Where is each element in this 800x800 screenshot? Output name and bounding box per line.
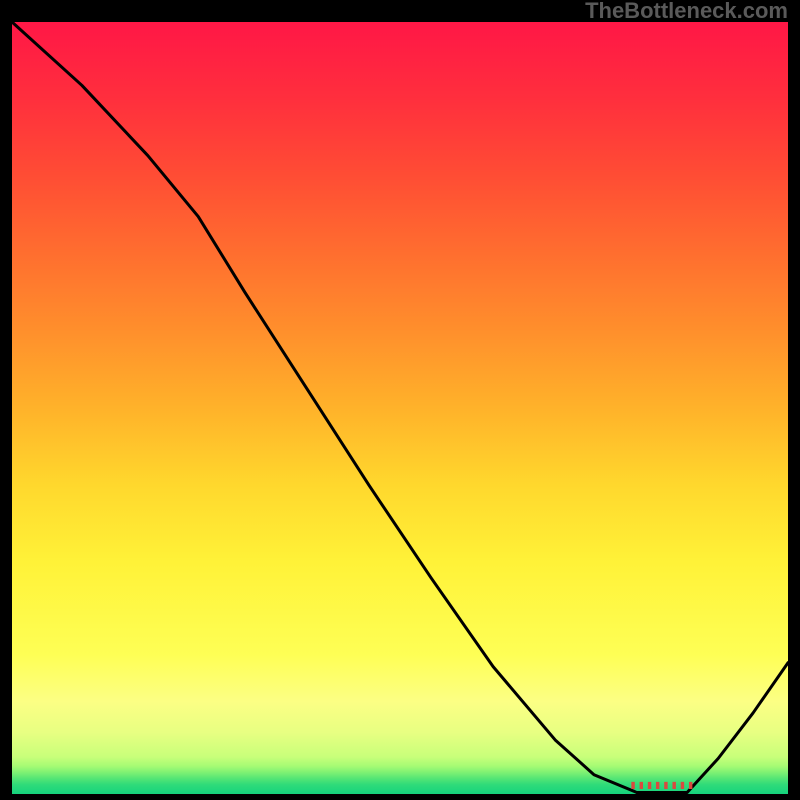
bottleneck-chart: ▮▮▮▮▮▮▮▮ TheBottleneck.com [0,0,800,800]
attribution-watermark: TheBottleneck.com [585,0,788,23]
optimal-range-marker: ▮▮▮▮▮▮▮▮ [629,778,695,792]
plot-background [12,22,788,794]
